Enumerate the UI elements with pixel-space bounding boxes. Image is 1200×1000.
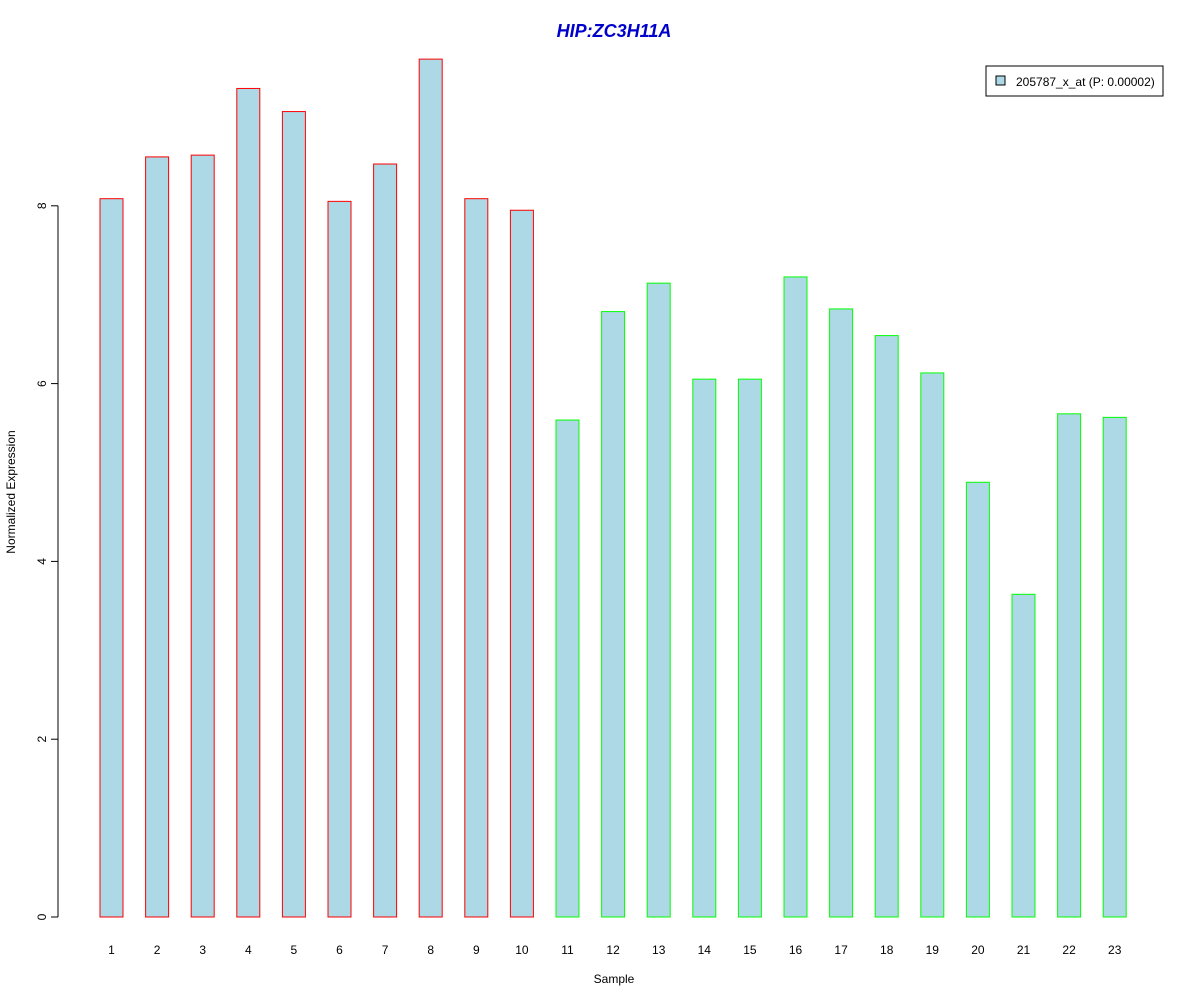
bar-sample-18 bbox=[874, 335, 899, 918]
x-tick-label: 11 bbox=[561, 943, 574, 957]
bars bbox=[99, 58, 1127, 918]
x-tick-label: 7 bbox=[382, 943, 389, 957]
x-tick-label: 19 bbox=[926, 943, 940, 957]
bar-sample-11 bbox=[555, 419, 580, 918]
bar-sample-15 bbox=[737, 378, 762, 918]
bar-sample-9 bbox=[464, 198, 489, 918]
bar-sample-12 bbox=[601, 311, 626, 918]
y-tick-label: 6 bbox=[35, 380, 49, 387]
x-tick-label: 13 bbox=[652, 943, 666, 957]
bar-sample-2 bbox=[145, 156, 170, 918]
x-tick-label: 20 bbox=[971, 943, 985, 957]
x-tick-label: 5 bbox=[291, 943, 298, 957]
x-tick-label: 6 bbox=[336, 943, 343, 957]
x-tick-label: 21 bbox=[1017, 943, 1031, 957]
bar-sample-13 bbox=[646, 282, 671, 918]
x-tick-label: 2 bbox=[154, 943, 161, 957]
bar-sample-10 bbox=[509, 209, 534, 918]
bar-sample-14 bbox=[692, 378, 717, 918]
bar-sample-6 bbox=[327, 200, 352, 918]
y-tick-label: 0 bbox=[35, 913, 49, 920]
x-tick-label: 10 bbox=[515, 943, 529, 957]
bar-sample-19 bbox=[920, 372, 945, 918]
x-tick-label: 9 bbox=[473, 943, 480, 957]
x-tick-label: 17 bbox=[834, 943, 848, 957]
x-tick-label: 18 bbox=[880, 943, 894, 957]
legend-label: 205787_x_at (P: 0.00002) bbox=[1016, 75, 1155, 89]
x-tick-label: 16 bbox=[789, 943, 803, 957]
x-axis-label: Sample bbox=[594, 972, 635, 986]
y-axis-label: Normalized Expression bbox=[4, 430, 18, 553]
bar-sample-5 bbox=[281, 111, 306, 918]
x-tick-label: 22 bbox=[1062, 943, 1076, 957]
bar-sample-1 bbox=[99, 198, 124, 918]
bar-sample-7 bbox=[373, 163, 398, 918]
bar-sample-22 bbox=[1057, 413, 1082, 918]
chart-title: HIP:ZC3H11A bbox=[557, 21, 672, 41]
x-tick-label: 14 bbox=[698, 943, 712, 957]
x-tick-label: 3 bbox=[199, 943, 206, 957]
bar-sample-16 bbox=[783, 276, 808, 918]
x-tick-label: 4 bbox=[245, 943, 252, 957]
bar-sample-4 bbox=[236, 87, 261, 918]
legend-swatch bbox=[995, 75, 1006, 86]
x-tick-labels: 1 2 3 4 5 6 7 8 9 10 11 12 13 14 15 16 17 18 19 20 21 22 23 bbox=[108, 943, 1122, 957]
bar-sample-17 bbox=[829, 308, 854, 918]
y-tick-label: 4 bbox=[35, 558, 49, 565]
bar-sample-3 bbox=[190, 154, 215, 918]
x-tick-label: 12 bbox=[606, 943, 620, 957]
legend-box bbox=[985, 65, 1164, 97]
x-tick-label: 23 bbox=[1108, 943, 1122, 957]
y-tick-label: 8 bbox=[35, 202, 49, 209]
y-tick-label: 2 bbox=[35, 736, 49, 743]
bar-sample-8 bbox=[418, 58, 443, 918]
bar-sample-21 bbox=[1011, 593, 1036, 918]
y-axis: 0 2 4 6 8 bbox=[35, 202, 59, 920]
legend: 205787_x_at (P: 0.00002) bbox=[985, 65, 1164, 97]
x-tick-label: 1 bbox=[108, 943, 115, 957]
bar-sample-23 bbox=[1102, 416, 1127, 918]
bar-sample-20 bbox=[965, 481, 990, 918]
x-tick-label: 15 bbox=[743, 943, 757, 957]
x-tick-label: 8 bbox=[427, 943, 434, 957]
